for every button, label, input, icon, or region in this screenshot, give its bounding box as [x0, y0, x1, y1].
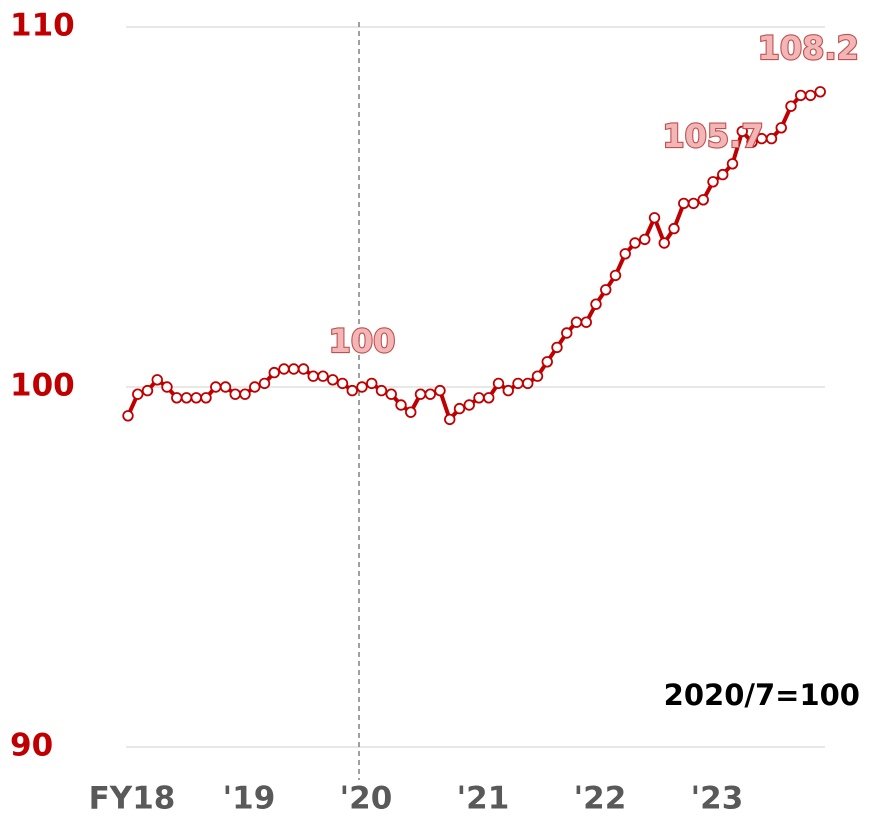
y-tick-label: 110 [10, 8, 75, 44]
marker [190, 392, 202, 404]
marker [775, 122, 787, 134]
marker [580, 316, 592, 328]
marker [639, 233, 651, 246]
marker [229, 388, 241, 400]
marker [541, 356, 553, 368]
marker [561, 327, 573, 339]
marker [619, 248, 631, 260]
marker [356, 381, 368, 393]
marker [765, 132, 778, 145]
marker [278, 363, 290, 375]
marker [502, 384, 514, 397]
marker [180, 392, 193, 404]
marker [219, 381, 232, 393]
marker [668, 222, 680, 235]
marker [687, 197, 700, 210]
marker [717, 168, 729, 181]
marker [483, 392, 495, 404]
marker [161, 381, 173, 393]
marker [551, 341, 563, 354]
marker [239, 388, 251, 400]
y-tick-label: 100 [10, 368, 75, 404]
marker [385, 388, 397, 400]
marker [678, 197, 690, 210]
marker [512, 377, 524, 390]
marker [658, 237, 670, 249]
marker [570, 316, 583, 328]
marker [307, 370, 319, 382]
marker [336, 377, 349, 390]
marker [132, 388, 144, 400]
marker [697, 194, 709, 206]
marker [814, 86, 826, 98]
marker [434, 384, 446, 397]
marker [492, 377, 505, 390]
marker [746, 136, 758, 148]
value-label: 100 [329, 322, 396, 360]
x-tick-label: '21 [457, 781, 510, 817]
marker [297, 363, 310, 375]
x-tick-label: '19 [223, 781, 276, 817]
marker [288, 363, 300, 375]
x-tick-label: FY18 [89, 781, 176, 817]
marker [258, 377, 271, 390]
marker [346, 384, 358, 397]
marker [629, 237, 641, 249]
marker [600, 284, 612, 296]
marker [463, 399, 475, 411]
marker [200, 392, 212, 404]
marker [444, 413, 456, 426]
marker [795, 89, 807, 102]
marker [453, 402, 466, 415]
marker [785, 100, 797, 112]
marker [122, 410, 134, 422]
value-label: 105.7 [662, 117, 763, 155]
marker [366, 377, 378, 390]
marker [609, 269, 622, 282]
marker [648, 212, 661, 224]
marker [707, 176, 719, 188]
marker [249, 381, 261, 393]
marker [395, 399, 407, 411]
marker [804, 89, 817, 102]
value-label: 108.2 [758, 29, 859, 67]
marker [151, 374, 163, 386]
x-tick-label: '22 [574, 781, 627, 817]
marker [414, 388, 427, 400]
base-note: 2020/7=100 [664, 678, 860, 712]
marker [424, 388, 436, 400]
marker [736, 125, 748, 138]
marker [590, 298, 602, 310]
marker [317, 370, 329, 382]
marker [473, 392, 485, 404]
marker [327, 374, 339, 386]
marker [268, 366, 280, 379]
x-tick-label: '20 [340, 781, 393, 817]
marker [210, 381, 222, 393]
marker [405, 406, 417, 418]
marker [171, 392, 183, 404]
marker [141, 384, 154, 397]
marker [531, 370, 544, 382]
x-tick-label: '23 [691, 781, 744, 817]
marker [522, 377, 534, 390]
marker [375, 384, 388, 397]
y-tick-label: 90 [10, 728, 53, 764]
marker [726, 158, 739, 170]
